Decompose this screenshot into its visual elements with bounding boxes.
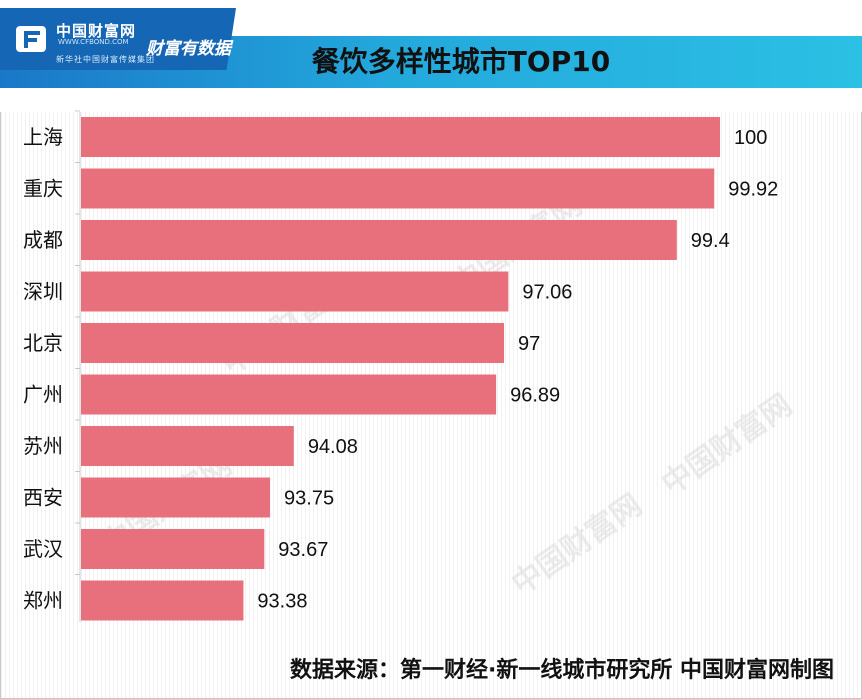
category-label: 西安 bbox=[23, 486, 63, 510]
category-label: 广州 bbox=[23, 383, 63, 407]
bar bbox=[81, 271, 509, 312]
value-label: 93.67 bbox=[278, 539, 328, 561]
category-label: 郑州 bbox=[23, 589, 63, 613]
bar bbox=[81, 117, 720, 157]
value-label: 97.06 bbox=[522, 282, 572, 304]
category-label: 苏州 bbox=[23, 434, 63, 458]
bar bbox=[81, 323, 505, 363]
logo-subtitle: 新华社中国财富传媒集团 bbox=[56, 55, 155, 64]
value-label: 100 bbox=[734, 127, 767, 149]
value-label: 99.4 bbox=[691, 230, 730, 252]
bar bbox=[81, 529, 265, 569]
logo-name: 中国财富网 bbox=[56, 22, 137, 40]
logo-url: WWW.CFBOND.COM bbox=[58, 38, 129, 46]
bar bbox=[81, 477, 271, 518]
value-label: 96.89 bbox=[510, 385, 560, 407]
bar bbox=[81, 374, 497, 415]
category-label: 成都 bbox=[23, 228, 63, 252]
category-label: 深圳 bbox=[23, 280, 63, 304]
bar bbox=[81, 580, 244, 621]
category-label: 北京 bbox=[23, 331, 63, 355]
category-label: 重庆 bbox=[23, 177, 63, 201]
chart-title: 餐饮多样性城市TOP10 bbox=[311, 45, 611, 78]
value-label: 93.38 bbox=[257, 591, 307, 613]
category-label: 武汉 bbox=[23, 537, 63, 561]
logo: 中国财富网 WWW.CFBOND.COM 新华社中国财富传媒集团 bbox=[0, 8, 236, 70]
value-label: 93.75 bbox=[284, 488, 334, 510]
header: 中国财富网 WWW.CFBOND.COM 新华社中国财富传媒集团 财富有数据 餐… bbox=[0, 0, 862, 112]
value-label: 97 bbox=[518, 333, 540, 355]
value-label: 99.92 bbox=[728, 179, 778, 201]
bar bbox=[81, 426, 294, 466]
brand-slogan: 财富有数据 bbox=[146, 39, 231, 59]
bar bbox=[81, 168, 715, 209]
source-note: 数据来源：第一财经·新一线城市研究所 中国财富网制图 bbox=[289, 658, 834, 683]
value-label: 94.08 bbox=[308, 436, 358, 458]
bar bbox=[81, 220, 677, 260]
cfbond-logo-icon bbox=[16, 26, 46, 52]
category-label: 上海 bbox=[23, 125, 63, 149]
